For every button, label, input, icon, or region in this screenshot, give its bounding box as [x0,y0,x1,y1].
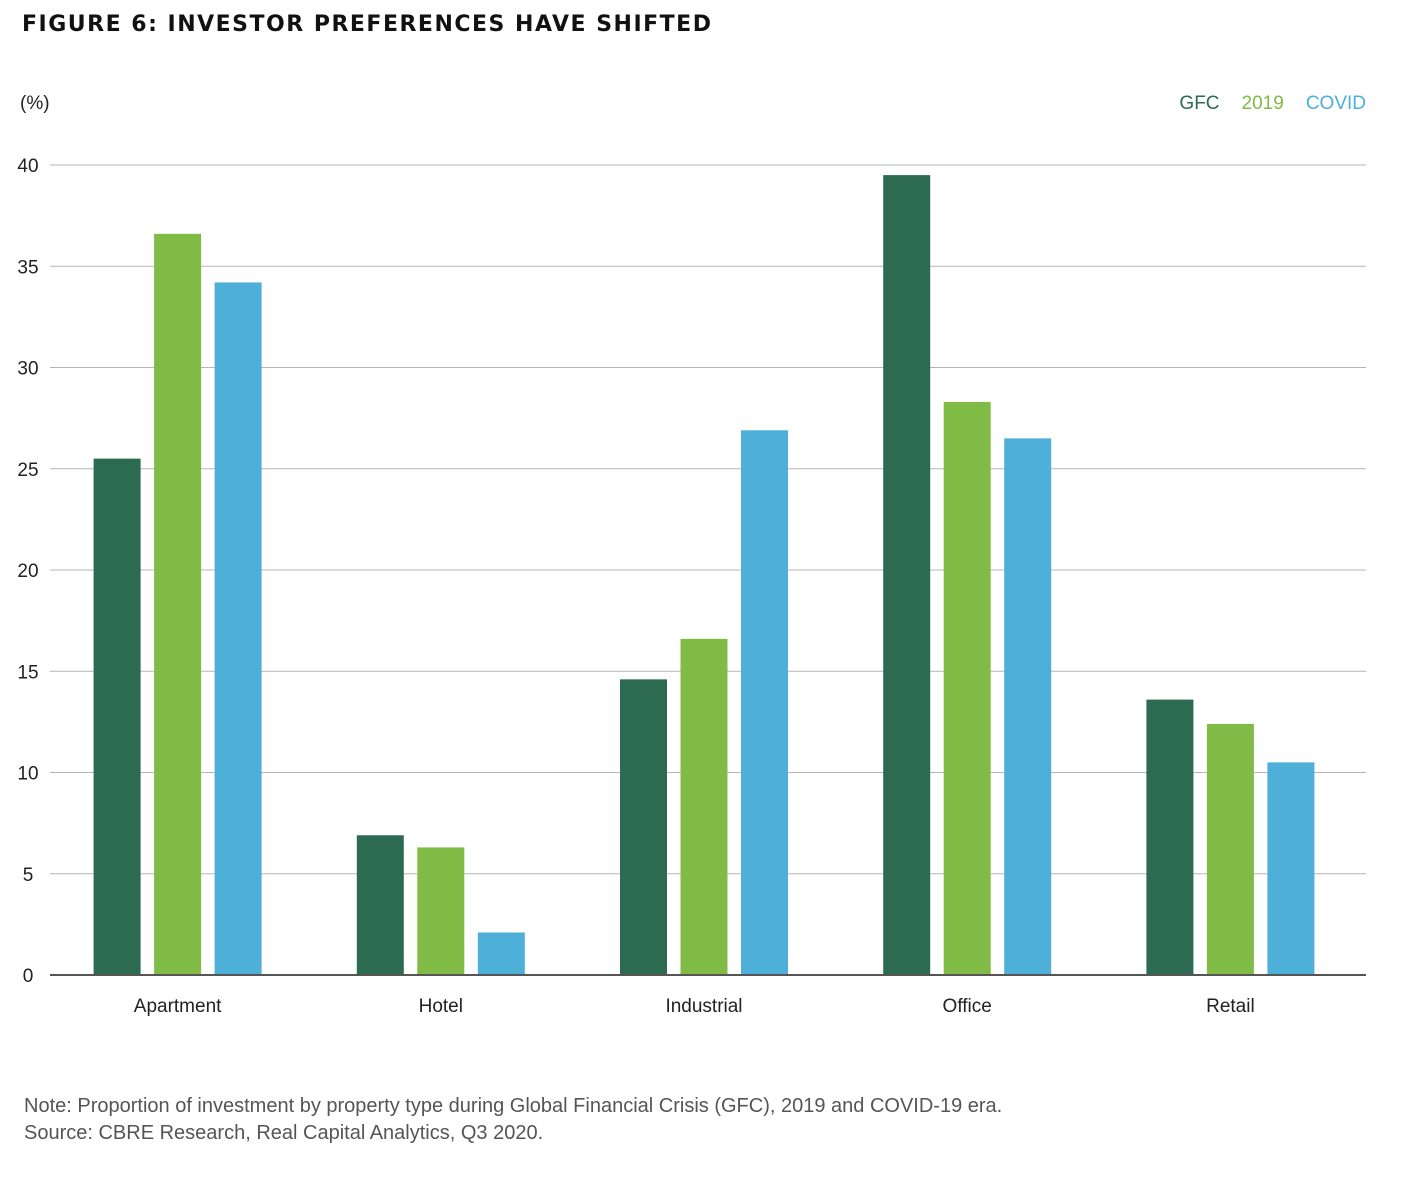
bar-covid-office [1004,438,1052,975]
legend-item-covid: COVID [1305,93,1366,114]
bar-2019-apartment [154,233,202,976]
bar-covid-apartment [214,282,262,975]
y-tick-label: 5 [23,865,34,886]
y-tick-label: 40 [17,156,38,177]
y-tick-label: 0 [23,966,34,987]
bar-2019-retail [1206,723,1254,975]
bar-chart: 0 5 10 15 20 25 30 35 40 Apartment Hotel Industrial… [17,156,1366,1017]
legend-item-2019: 2019 [1241,93,1284,114]
bar-gfc-office [883,175,931,975]
bar-gfc-apartment [93,458,141,975]
bar-gfc-industrial [620,679,667,975]
note-text: Note: Proportion of investment by proper… [24,1095,1003,1117]
y-tick-label: 25 [17,460,38,481]
bar-2019-office [943,401,991,975]
y-tick-label: 15 [17,662,38,683]
bar-gfc-retail [1146,699,1194,975]
chart-title: FIGURE 6: INVESTOR PREFERENCES HAVE SHIF… [22,12,713,37]
x-tick-label: Office [943,996,992,1017]
legend: GFC 2019 COVID [1179,93,1366,115]
y-tick-label: 35 [17,257,38,278]
y-tick-label: 30 [17,359,38,380]
bar-covid-hotel [477,932,525,975]
bar-2019-hotel [417,847,465,975]
x-tick-label: Hotel [419,996,463,1017]
y-axis-unit-label: (%) [20,93,50,114]
source-text: Source: CBRE Research, Real Capital Anal… [24,1122,544,1144]
y-tick-label: 10 [17,764,38,785]
bar-gfc-hotel [356,835,404,975]
bar-2019-industrial [680,638,728,975]
x-tick-label: Apartment [134,996,222,1017]
legend-item-gfc: GFC [1179,93,1220,114]
chart-footnote: Note: Proportion of investment by proper… [24,1093,1002,1147]
x-tick-label: Retail [1206,996,1255,1017]
y-tick-label: 20 [17,561,38,582]
x-tick-label: Industrial [665,996,742,1017]
bar-covid-industrial [741,430,788,975]
bar-covid-retail [1267,762,1315,975]
